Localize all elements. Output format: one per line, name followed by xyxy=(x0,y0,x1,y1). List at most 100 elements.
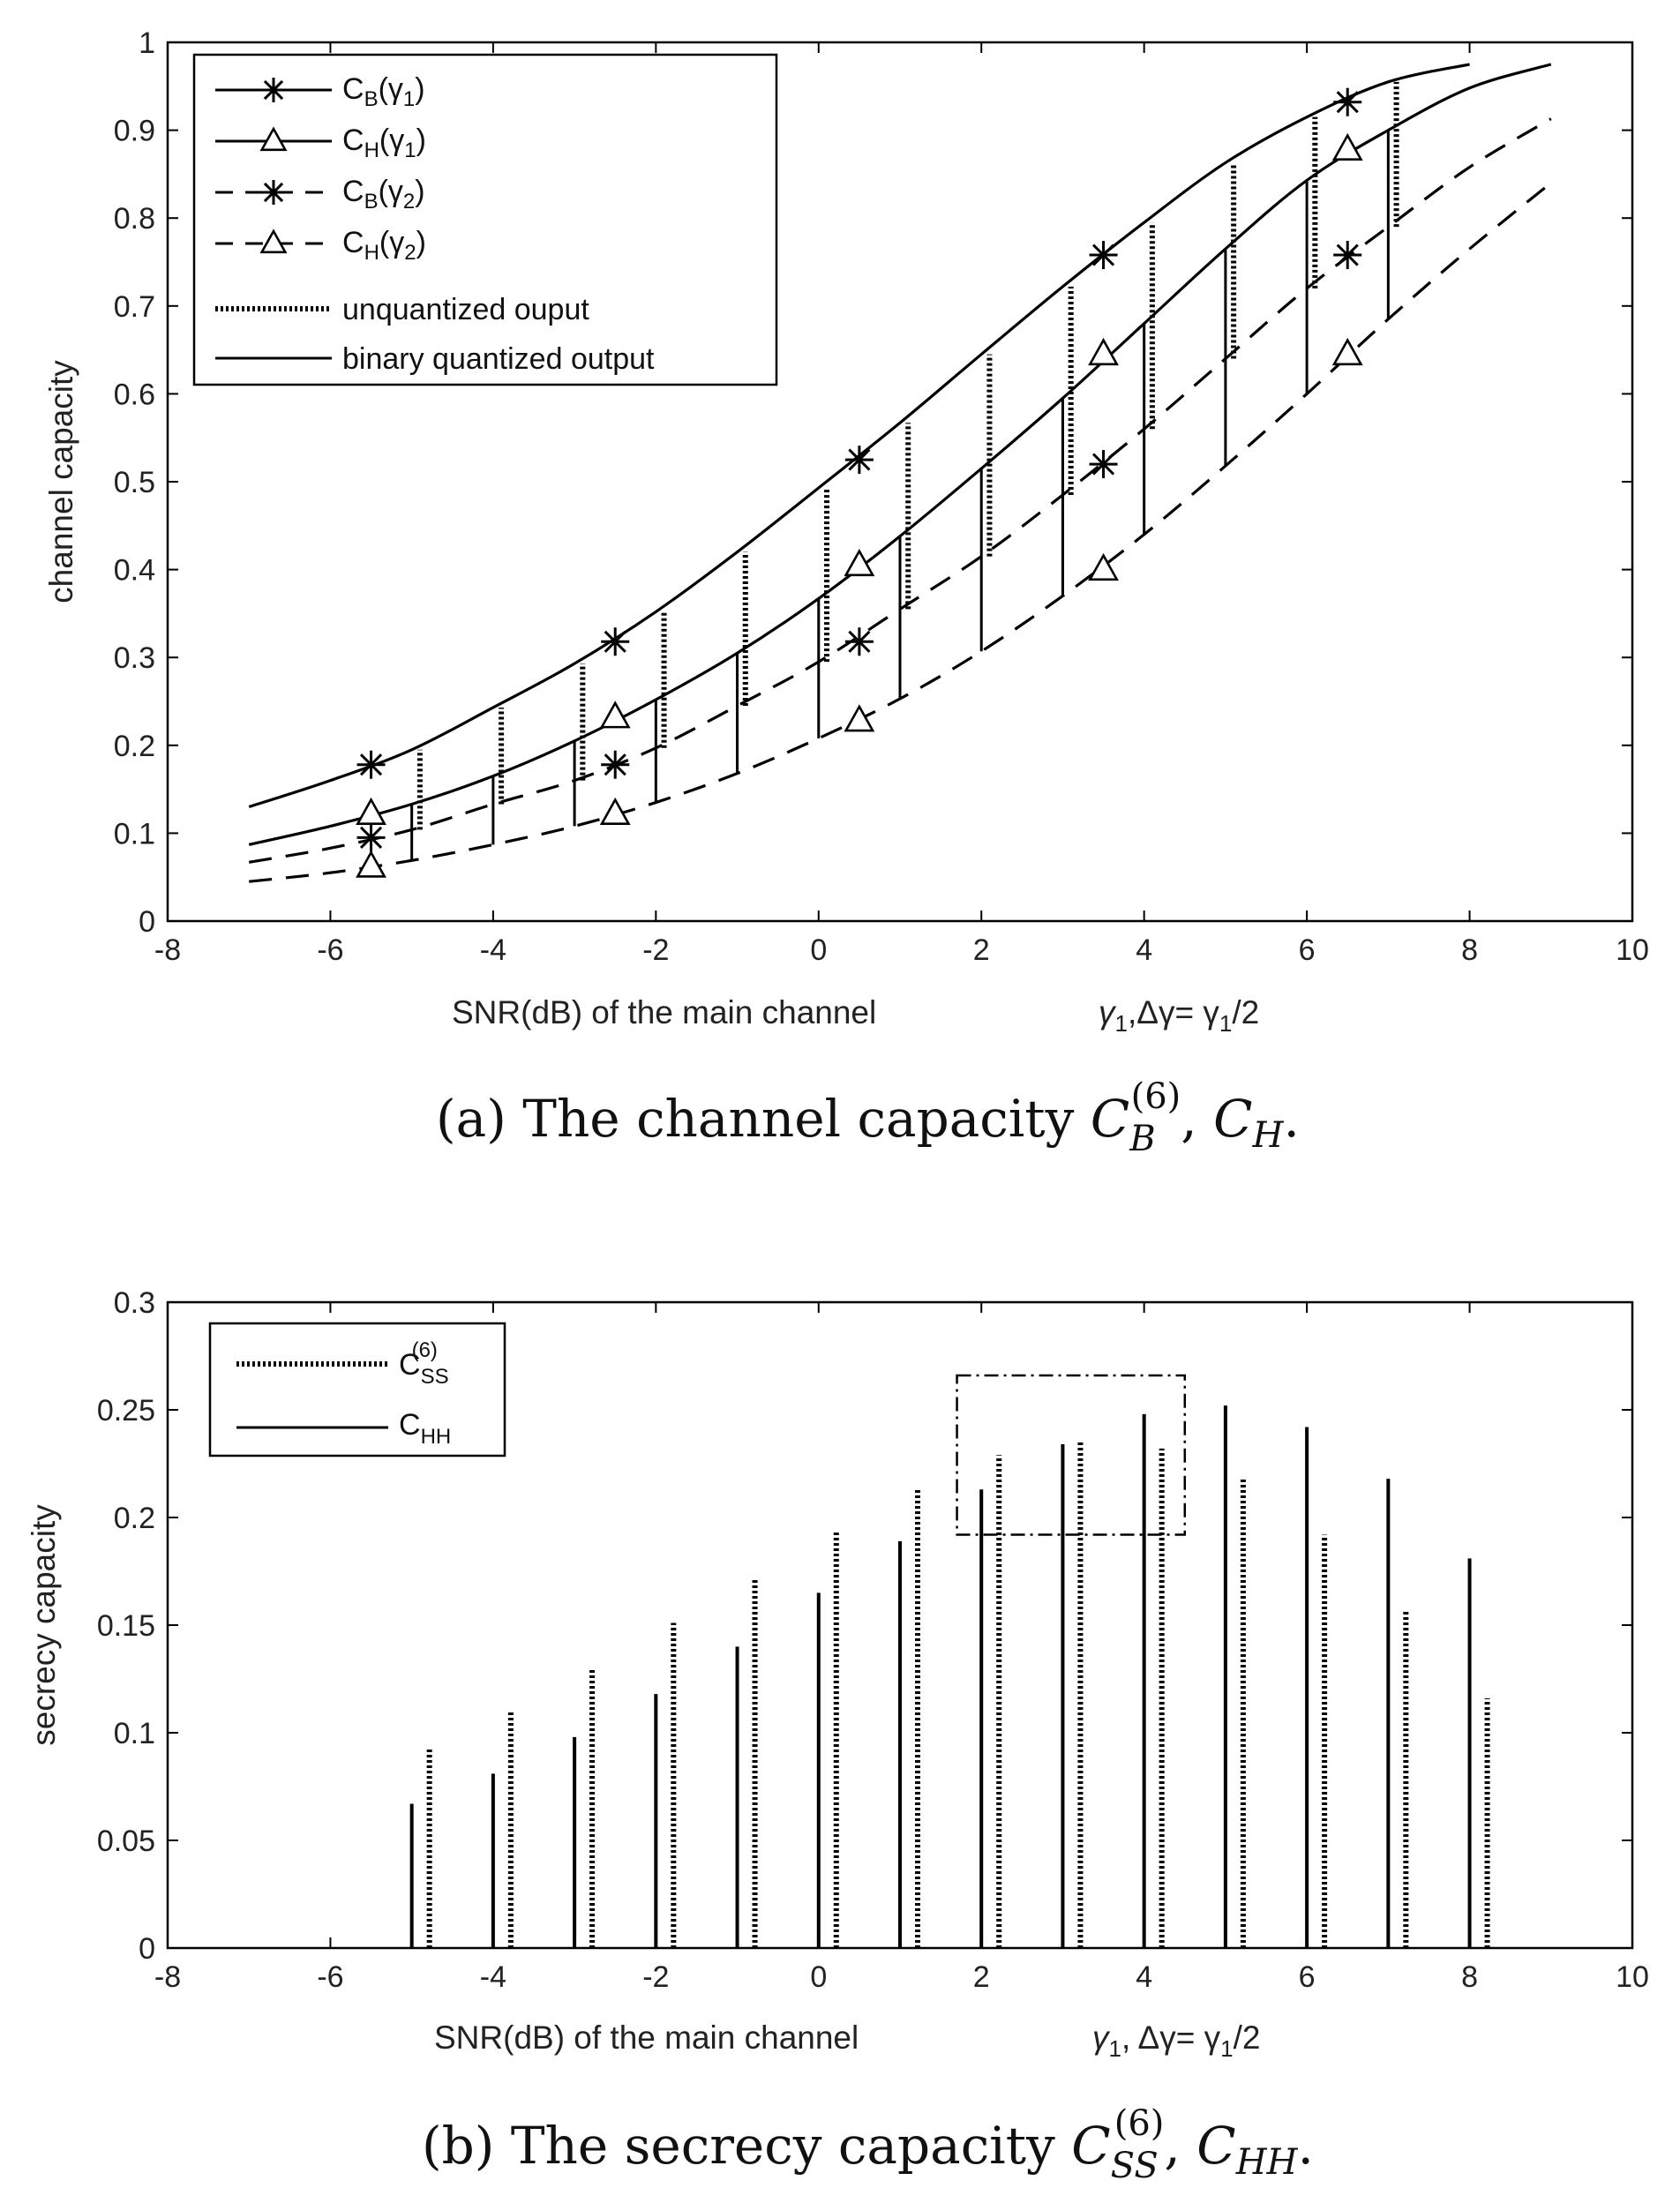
panel-a-y-tick-label: 0.9 xyxy=(114,115,155,148)
panel-a-x-tick-label: -2 xyxy=(642,933,669,967)
marker-triangle-ch-gamma1 xyxy=(599,701,631,729)
panel-a-x-tick-label: -6 xyxy=(317,933,343,967)
legend-entry-ch1: CH(γ1) xyxy=(342,124,426,162)
panel-a-legend: CB(γ1) CH(γ1) CB(γ2) CH(γ2) unquantized … xyxy=(192,53,778,386)
panel-a-caption: (a) The channel capacity CB(6), CH. xyxy=(436,1076,1300,1159)
marker-triangle-ch-gamma1 xyxy=(844,548,875,577)
panel-b-y-tick-label: 0.2 xyxy=(114,1502,155,1535)
marker-star-cb-gamma2-stroke xyxy=(604,753,626,776)
panel-a-y-tick-label: 0 xyxy=(139,905,155,939)
panel-a-x-tick-label: -8 xyxy=(154,933,181,967)
panel-a-y-tick-label: 0.4 xyxy=(114,554,155,588)
marker-triangle-ch-gamma2 xyxy=(844,704,875,732)
panel-b-y-tick-label: 0 xyxy=(139,1932,155,1966)
marker-star-cb-gamma2 xyxy=(356,823,386,852)
panel-a-x-axis-math: γ1,Δγ= γ1/2 xyxy=(1099,994,1259,1037)
panel-b-legend: CSS(6) CHH xyxy=(208,1322,506,1457)
panel-a-y-tick-label: 0.3 xyxy=(114,641,155,675)
highlight-box xyxy=(956,1374,1187,1536)
marker-star-cb-gamma2 xyxy=(601,750,630,779)
marker-triangle-ch-gamma2 xyxy=(1331,337,1363,366)
panel-a-y-tick-label: 0.8 xyxy=(114,202,155,236)
panel-a-x-axis-label: SNR(dB) of the main channel xyxy=(452,994,876,1030)
panel-b-y-axis-label: secrecy capacity xyxy=(26,1504,62,1746)
panel-b-legend-box xyxy=(208,1322,506,1457)
marker-star-cb-gamma1 xyxy=(601,627,630,656)
panel-b-x-tick-label: 2 xyxy=(973,1960,990,1994)
marker-triangle-ch-gamma2 xyxy=(356,850,386,878)
marker-star-cb-gamma1 xyxy=(1089,241,1118,270)
series-ch-gamma1-line xyxy=(248,63,1552,846)
panel-b-y-tick-label: 0.25 xyxy=(97,1394,155,1427)
marker-star-cb-gamma2 xyxy=(1089,450,1118,479)
panel-a-x-tick-label: 6 xyxy=(1299,933,1316,967)
panel-a-y-tick-label: 1 xyxy=(139,26,155,60)
panel-a-x-tick-label: 10 xyxy=(1616,933,1649,967)
panel-b-x-tick-label: -6 xyxy=(317,1960,343,1994)
panel-b-caption: (b) The secrecy capacity CSS(6), CHH. xyxy=(422,2103,1314,2186)
legend-marker-triangle-ch1 xyxy=(259,126,288,152)
panel-b-x-tick-label: -8 xyxy=(154,1960,181,1994)
series-cb-gamma2-line xyxy=(248,117,1552,864)
panel-b-x-tick-label: 6 xyxy=(1299,1960,1316,1994)
marker-triangle-ch-gamma2 xyxy=(1088,552,1119,581)
panel-a-y-axis-label: channel capacity xyxy=(43,360,79,603)
panel-a-x-tick-label: -4 xyxy=(480,933,506,967)
marker-star-cb-gamma1 xyxy=(1333,87,1362,116)
panel-a-x-tick-label: 2 xyxy=(973,933,990,967)
marker-star-cb-gamma1-stroke xyxy=(359,753,383,776)
marker-star-cb-gamma2 xyxy=(1333,241,1362,270)
legend-marker-star-cb1 xyxy=(261,78,286,102)
panel-b-x-tick-label: 4 xyxy=(1136,1960,1152,1994)
legend-entry-css: CSS(6) xyxy=(399,1338,449,1389)
panel-b-y-tick-label: 0.05 xyxy=(97,1825,155,1858)
marker-star-cb-gamma1 xyxy=(844,446,874,475)
panel-b-x-tick-label: 8 xyxy=(1461,1960,1478,1994)
panel-b-x-axis-label: SNR(dB) of the main channel xyxy=(434,2019,859,2056)
legend-entry-cb2: CB(γ2) xyxy=(342,175,425,214)
panel-a-x-tick-label: 0 xyxy=(810,933,827,967)
panel-a-y-tick-label: 0.2 xyxy=(114,730,155,763)
legend-entry-ch2: CH(γ2) xyxy=(342,226,426,265)
legend-entry-binary: binary quantized output xyxy=(342,342,655,376)
panel-a-y-tick-label: 0.7 xyxy=(114,290,155,324)
marker-star-cb-gamma1-stroke xyxy=(1091,244,1115,266)
marker-star-cb-gamma1-stroke xyxy=(604,630,626,653)
legend-entry-unquantized: unquantized ouput xyxy=(342,293,589,326)
marker-triangle-ch-gamma2 xyxy=(599,797,631,825)
panel-b-y-tick-label: 0.3 xyxy=(114,1286,155,1320)
legend-marker-star-cb2 xyxy=(261,180,286,205)
panel-b-y-tick-label: 0.15 xyxy=(97,1609,155,1643)
panel-b-x-axis-math: γ1, Δγ= γ1/2 xyxy=(1092,2019,1260,2062)
legend-entry-chh: CHH xyxy=(399,1408,451,1449)
panel-a-legend-box xyxy=(192,53,778,386)
panel-b-y-tick-label: 0.1 xyxy=(114,1717,155,1750)
marker-triangle-ch-gamma1 xyxy=(1331,132,1363,161)
panel-b-x-tick-label: 0 xyxy=(810,1960,827,1994)
marker-star-cb-gamma1 xyxy=(356,750,386,779)
legend-entry-cb1: CB(γ1) xyxy=(342,72,425,111)
legend-marker-star-cb2-stroke xyxy=(263,182,284,203)
marker-star-cb-gamma2-stroke xyxy=(1336,244,1359,266)
panel-b-x-tick-label: 10 xyxy=(1616,1960,1649,1994)
panel-b-x-tick-label: -4 xyxy=(480,1960,506,1994)
panel-a-x-tick-label: 8 xyxy=(1461,933,1478,967)
panel-a-y-tick-label: 0.6 xyxy=(114,378,155,411)
marker-triangle-ch-gamma1 xyxy=(1088,337,1119,366)
panel-b-x-tick-label: -2 xyxy=(642,1960,669,1994)
panel-a-y-tick-label: 0.5 xyxy=(114,466,155,499)
series-cb-gamma1-line xyxy=(248,63,1470,809)
marker-star-cb-gamma2-stroke xyxy=(848,630,871,653)
marker-star-cb-gamma1-stroke xyxy=(1336,91,1359,114)
panel-b-secrecy-capacity: -8 -6 -4 -2 0 2 4 6 8 10 0 0.05 0.1 0.15 0.2 0.25 0.3 CS… xyxy=(26,1286,1649,2186)
marker-star-cb-gamma1-stroke xyxy=(848,448,871,471)
marker-star-cb-gamma2-stroke xyxy=(1091,453,1115,476)
legend-marker-triangle-ch2 xyxy=(259,229,288,254)
marker-star-cb-gamma2 xyxy=(844,627,874,656)
panel-a-x-tick-label: 4 xyxy=(1136,933,1152,967)
panel-a-y-tick-label: 0.1 xyxy=(114,817,155,850)
legend-marker-star-cb1-stroke xyxy=(263,79,284,101)
marker-star-cb-gamma2-stroke xyxy=(359,826,383,849)
panel-a-channel-capacity: -8 -6 -4 -2 0 2 4 6 8 10 0 0.1 0.2 0.3 0.4 0.5 0.6 0.7 0.8… xyxy=(43,26,1649,1159)
